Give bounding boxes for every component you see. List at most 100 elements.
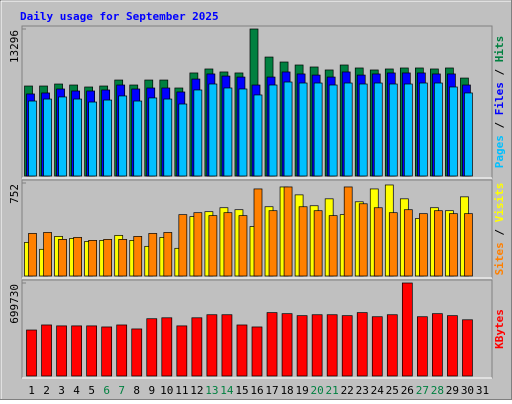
bar [251, 326, 263, 377]
bar [419, 213, 428, 277]
x-tick-label: 26 [401, 384, 414, 397]
bar [191, 317, 203, 377]
x-tick-label: 3 [58, 384, 65, 397]
x-tick-label: 25 [386, 384, 399, 397]
bar [193, 89, 203, 177]
x-tick-label: 20 [311, 384, 324, 397]
x-tick-label: 13 [205, 384, 218, 397]
bar [343, 186, 353, 277]
bar [341, 315, 353, 377]
bar [419, 82, 428, 177]
x-tick-label: 17 [265, 384, 278, 397]
x-tick-label: 1 [28, 384, 35, 397]
legend: Pages / Files / Hits [493, 36, 506, 169]
bar [253, 188, 263, 277]
bar [343, 82, 353, 177]
bar [223, 87, 233, 177]
x-tick-label: 31 [476, 384, 489, 397]
bar [313, 82, 323, 177]
bar [193, 212, 203, 277]
bar [388, 83, 398, 177]
bar [373, 82, 383, 177]
bar [311, 314, 323, 377]
bar [449, 213, 458, 277]
bar [161, 317, 173, 377]
x-tick-label: 15 [235, 384, 248, 397]
bar [238, 215, 248, 277]
bar [43, 98, 52, 177]
chart-title: Daily usage for September 2025 [20, 10, 219, 23]
bar [296, 315, 308, 377]
legend-separator: / [493, 62, 506, 82]
bar [283, 81, 293, 177]
bar [266, 312, 278, 377]
y-tick-label: 13296 [8, 30, 21, 63]
bar [73, 237, 82, 277]
bar [71, 325, 82, 377]
x-tick-label: 27 [416, 384, 429, 397]
x-tick-label: 6 [103, 384, 110, 397]
bar [103, 239, 113, 277]
x-tick-label: 14 [220, 384, 234, 397]
bar [328, 84, 338, 177]
bar [283, 186, 293, 277]
x-tick-label: 9 [148, 384, 155, 397]
bar [386, 314, 398, 377]
x-tick-label: 18 [280, 384, 293, 397]
bar [313, 210, 323, 277]
x-tick-label: 8 [133, 384, 140, 397]
bar [403, 209, 413, 277]
bar [268, 84, 278, 177]
bar [43, 232, 52, 277]
bar [298, 206, 308, 277]
x-tick-label: 22 [341, 384, 354, 397]
bar [449, 86, 458, 177]
bar [434, 210, 443, 277]
bar [118, 95, 128, 177]
legend: KBytes [493, 309, 506, 349]
bar [221, 314, 233, 377]
bar [236, 324, 248, 377]
legend-separator: / [493, 222, 506, 242]
bar [417, 316, 428, 377]
bar [56, 325, 67, 377]
bar [328, 215, 338, 277]
x-tick-label: 28 [431, 384, 444, 397]
x-tick-label: 21 [326, 384, 339, 397]
bar [26, 329, 37, 377]
x-tick-label: 30 [461, 384, 474, 397]
bar [238, 88, 248, 177]
bar [356, 312, 368, 377]
bar [432, 313, 443, 377]
bar [208, 83, 218, 177]
bar [118, 239, 128, 277]
x-tick-label: 10 [160, 384, 173, 397]
x-tick-label: 23 [356, 384, 369, 397]
legend-entry: Hits [493, 36, 506, 63]
bar [163, 98, 173, 177]
legend-entry: Sites [493, 242, 506, 275]
bar [208, 215, 218, 277]
legend-entry: Files [493, 82, 506, 115]
bar [28, 100, 37, 177]
bar [73, 98, 82, 177]
bar [371, 316, 383, 377]
bar [131, 328, 143, 377]
legend-entry: KBytes [493, 309, 506, 349]
bar [101, 326, 113, 377]
y-tick-label: 699730 [8, 284, 21, 324]
bar [326, 314, 338, 377]
bar [178, 214, 188, 277]
bar [133, 236, 143, 277]
bar [163, 232, 173, 277]
bar [148, 97, 158, 177]
bar [281, 313, 293, 377]
bar [178, 103, 188, 177]
x-tick-label: 24 [371, 384, 385, 397]
legend: Sites / Visits [493, 183, 506, 276]
bar [388, 212, 398, 277]
bar [206, 314, 218, 377]
legend-entry: Visits [493, 183, 506, 223]
bar [176, 325, 188, 377]
